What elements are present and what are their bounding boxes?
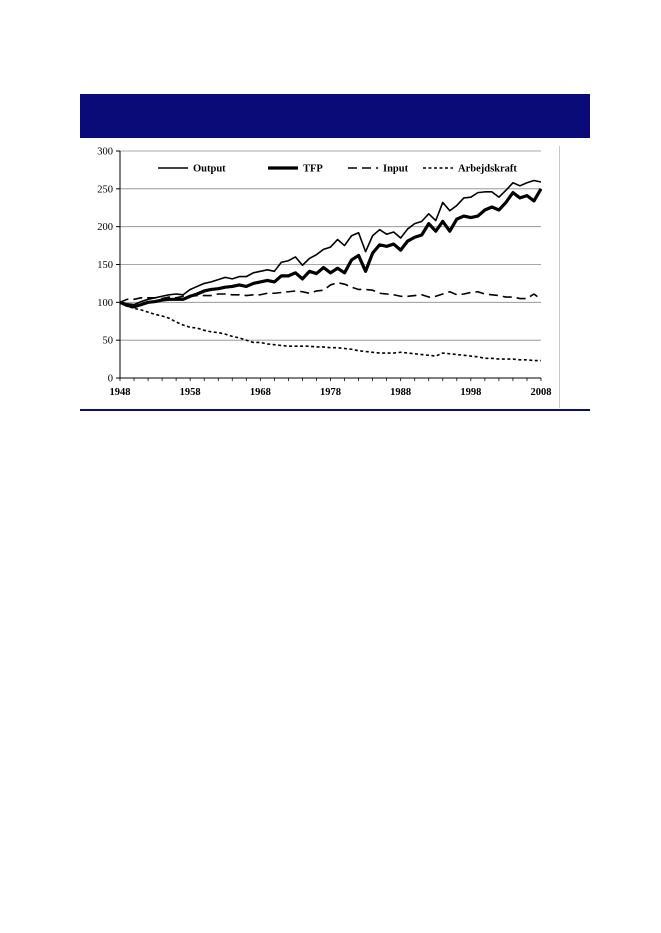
legend-label-tfp: TFP [303, 164, 323, 175]
series-line-arbejdskraft [119, 301, 541, 362]
x-tick-label-1968: 1968 [250, 387, 271, 398]
y-tick-label-150: 150 [97, 260, 113, 271]
y-tick-label-0: 0 [108, 374, 113, 385]
x-tick-labels: 1948 1958 1968 1978 1988 1998 2008 [110, 387, 552, 398]
chart-container: 0 50 100 150 200 250 300 1948 1958 1968 1978 1988 1… [80, 142, 560, 410]
legend-label-input: Input [383, 164, 409, 175]
y-tick-labels: 0 50 100 150 200 250 300 [97, 147, 113, 385]
y-tick-label-200: 200 [97, 222, 113, 233]
x-tick-label-1978: 1978 [320, 387, 341, 398]
bottom-divider [80, 409, 590, 411]
legend-label-arbejdskraft: Arbejdskraft [458, 164, 517, 175]
y-tick-label-50: 50 [103, 336, 114, 347]
y-tick-label-250: 250 [97, 184, 113, 195]
axes [116, 150, 542, 381]
x-tick-label-2008: 2008 [531, 387, 552, 398]
series-lines [119, 179, 543, 362]
x-tick-label-1958: 1958 [180, 387, 201, 398]
x-tick-label-1948: 1948 [110, 387, 131, 398]
y-tick-label-300: 300 [97, 147, 113, 158]
legend-label-output: Output [193, 164, 226, 175]
y-tick-label-100: 100 [97, 298, 113, 309]
series-line-output [119, 179, 542, 306]
header-banner [80, 94, 590, 138]
legend: Output TFP Input Arbejdskraft [158, 164, 517, 175]
series-line-input [119, 281, 542, 304]
frame-right-border [559, 146, 560, 408]
x-tick-label-1998: 1998 [460, 387, 481, 398]
gridlines [120, 150, 541, 341]
x-tick-label-1988: 1988 [390, 387, 411, 398]
